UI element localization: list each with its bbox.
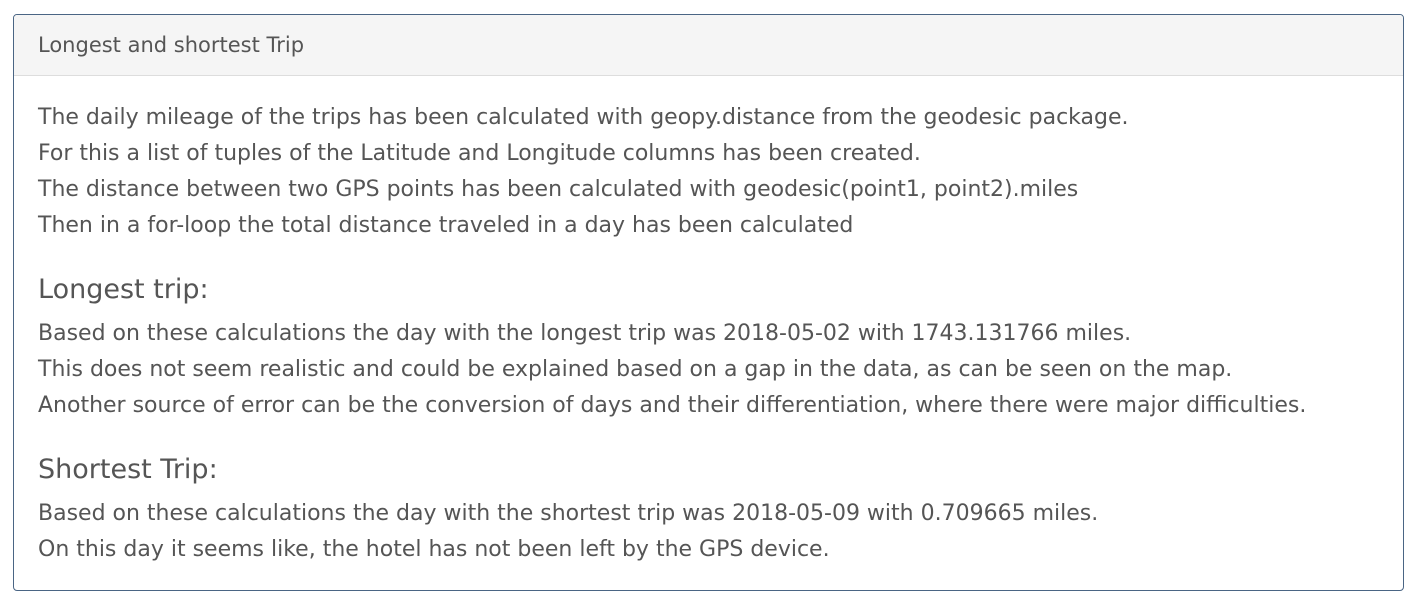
panel-body: The daily mileage of the trips has been … [14, 76, 1403, 568]
intro-line: For this a list of tuples of the Latitud… [38, 141, 921, 166]
intro-paragraph: The daily mileage of the trips has been … [38, 100, 1379, 244]
panel-heading: Longest and shortest Trip [14, 15, 1403, 76]
longest-trip-paragraph: Based on these calculations the day with… [38, 316, 1379, 424]
intro-line: Then in a for-loop the total distance tr… [38, 213, 854, 238]
shortest-trip-line: On this day it seems like, the hotel has… [38, 537, 830, 562]
intro-line: The daily mileage of the trips has been … [38, 105, 1129, 130]
shortest-trip-line: Based on these calculations the day with… [38, 501, 1099, 526]
trip-panel: Longest and shortest Trip The daily mile… [13, 14, 1404, 591]
longest-trip-line: Another source of error can be the conve… [38, 393, 1307, 418]
longest-trip-line: Based on these calculations the day with… [38, 321, 1132, 346]
intro-line: The distance between two GPS points has … [38, 177, 1079, 202]
shortest-trip-title: Shortest Trip: [38, 454, 218, 485]
shortest-trip-paragraph: Based on these calculations the day with… [38, 496, 1379, 568]
longest-trip-line: This does not seem realistic and could b… [38, 357, 1233, 382]
longest-trip-title: Longest trip: [38, 274, 209, 305]
